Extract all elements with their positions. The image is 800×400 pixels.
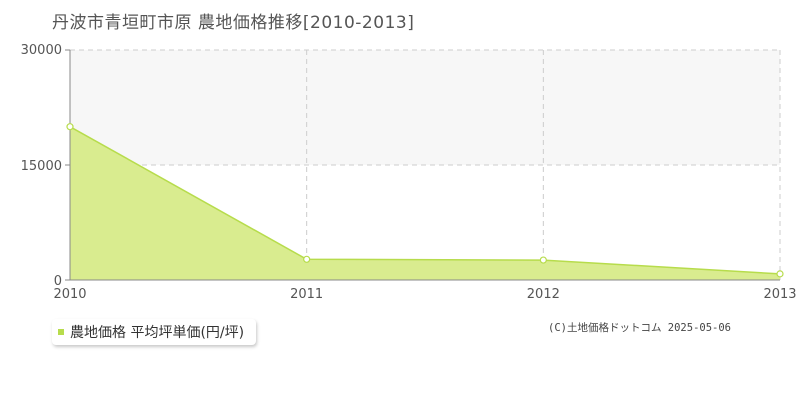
x-tick-label: 2012	[527, 287, 560, 302]
series-line	[69, 126, 781, 275]
x-tick-label: 2010	[53, 287, 86, 302]
x-tick-label: 2013	[763, 287, 796, 302]
data-point	[66, 123, 74, 131]
series-area	[70, 126, 780, 281]
legend: 農地価格 平均坪単価(円/坪)	[52, 319, 257, 345]
legend-swatch	[58, 329, 64, 335]
data-point	[303, 255, 311, 263]
x-tick-label: 2011	[290, 287, 323, 302]
legend-label: 農地価格 平均坪単価(円/坪)	[70, 325, 245, 341]
plot-band	[70, 50, 780, 165]
y-tick-label: 30000	[21, 43, 62, 58]
y-tick-label: 15000	[21, 159, 62, 174]
data-point	[776, 270, 784, 278]
copyright-credit: (C)土地価格ドットコム 2025-05-06	[548, 322, 732, 334]
y-tick-label: 0	[54, 274, 62, 289]
data-point	[539, 256, 547, 264]
chart-title: 丹波市青垣町市原 農地価格推移[2010-2013]	[52, 13, 415, 33]
